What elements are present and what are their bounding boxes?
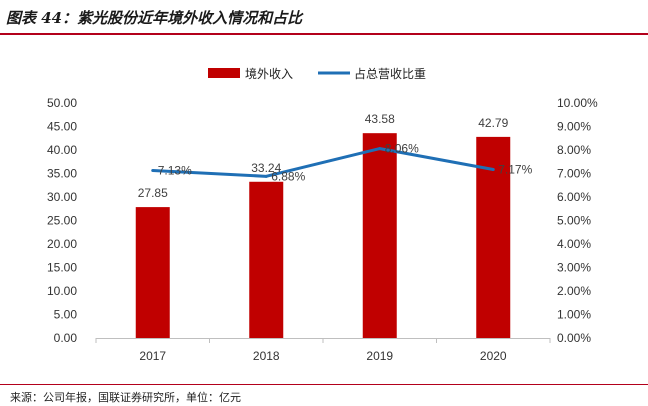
right-tick-label: 9.00% xyxy=(557,120,591,134)
bar-value-label: 43.58 xyxy=(365,112,395,126)
line-path xyxy=(152,147,494,178)
legend: 境外收入 占总营收比重 xyxy=(208,66,426,81)
bar-value-label: 27.85 xyxy=(138,186,168,200)
right-tick-label: 8.00% xyxy=(557,143,591,157)
bar xyxy=(135,207,170,338)
x-tick-label: 2019 xyxy=(366,349,393,363)
figure-title: 图表 44：紫光股份近年境外收入情况和占比 xyxy=(6,9,303,27)
line-point xyxy=(151,168,155,172)
legend-label-line: 占总营收比重 xyxy=(354,66,426,81)
right-tick-label: 7.00% xyxy=(557,167,591,181)
right-tick-label: 4.00% xyxy=(557,237,591,251)
right-tick-label: 2.00% xyxy=(557,284,591,298)
bar-value-label: 42.79 xyxy=(478,116,508,130)
legend-label-bar: 境外收入 xyxy=(245,66,293,81)
left-tick-label: 45.00 xyxy=(47,120,77,134)
line-point xyxy=(378,147,382,151)
line-point xyxy=(491,168,495,172)
left-tick-label: 5.00 xyxy=(54,308,78,322)
left-tick-label: 25.00 xyxy=(47,214,77,228)
source-rule xyxy=(0,384,648,385)
left-tick-label: 50.00 xyxy=(47,96,77,110)
left-tick-label: 30.00 xyxy=(47,190,77,204)
line-point xyxy=(264,174,268,178)
left-tick-label: 15.00 xyxy=(47,261,77,275)
bar-value-label: 33.24 xyxy=(251,161,281,175)
line-value-label: 8.06% xyxy=(385,142,419,156)
right-tick-label: 0.00% xyxy=(557,331,591,345)
left-tick-label: 35.00 xyxy=(47,167,77,181)
source-note: 来源：公司年报，国联证券研究所，单位：亿元 xyxy=(10,391,241,404)
line-value-label: 7.17% xyxy=(498,163,532,177)
left-tick-label: 40.00 xyxy=(47,143,77,157)
right-tick-label: 5.00% xyxy=(557,214,591,228)
title-rule xyxy=(0,33,648,35)
right-tick-label: 6.00% xyxy=(557,190,591,204)
right-tick-label: 1.00% xyxy=(557,308,591,322)
right-tick-label: 10.00% xyxy=(557,96,598,110)
left-tick-label: 20.00 xyxy=(47,237,77,251)
bar xyxy=(362,133,397,338)
right-y-axis: 0.00% 1.00% 2.00% 3.00% 4.00% 5.00% 6.00% 7.00%… xyxy=(557,96,598,345)
left-tick-label: 10.00 xyxy=(47,284,77,298)
right-tick-label: 3.00% xyxy=(557,261,591,275)
left-y-axis: 0.00 5.00 10.00 15.00 20.00 25.00 30.00 35.00 40… xyxy=(47,96,77,345)
x-tick-label: 2018 xyxy=(253,349,280,363)
line-series xyxy=(151,147,495,178)
x-tick-label: 2017 xyxy=(139,349,166,363)
legend-swatch-bar xyxy=(208,68,240,78)
left-tick-label: 0.00 xyxy=(54,331,78,345)
line-value-label: 6.88% xyxy=(271,169,305,183)
data-labels: 27.85 33.24 43.58 42.79 7.13% 6.88% 8.06% 7.17% xyxy=(138,112,533,200)
x-axis: 2017 2018 2019 2020 xyxy=(95,338,551,363)
bar xyxy=(249,181,284,338)
line-value-label: 7.13% xyxy=(158,163,192,177)
bar-series xyxy=(135,133,511,338)
x-tick-label: 2020 xyxy=(480,349,507,363)
